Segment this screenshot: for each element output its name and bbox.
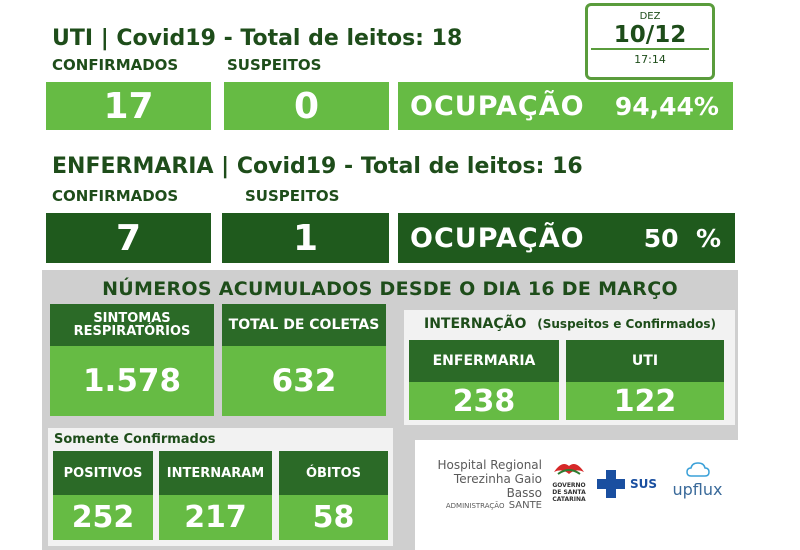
internaram-value: 217 (159, 495, 272, 540)
enfermaria-title: ENFERMARIA | Covid19 - Total de leitos: … (52, 154, 583, 179)
upflux-logo: upflux (665, 462, 730, 498)
uti-ocupacao-label: OCUPAÇÃO (410, 90, 585, 122)
internacao-sub: (Suspeitos e Confirmados) (537, 317, 717, 331)
internacao-label: INTERNAÇÃO (Suspeitos e Confirmados) (424, 316, 716, 332)
internacao-title: INTERNAÇÃO (424, 316, 527, 332)
date-divider (591, 48, 709, 50)
uti-suspeitos-value: 0 (224, 82, 389, 130)
uti-confirmados-value: 17 (46, 82, 211, 130)
obitos-header: ÓBITOS (279, 451, 388, 495)
hospital-admin-brand: SANTE (508, 500, 542, 511)
uti-ocupacao-value: 94,44% (614, 91, 719, 121)
int-enfermaria-header: ENFERMARIA (409, 340, 559, 382)
enfermaria-ocupacao-label: OCUPAÇÃO (410, 222, 585, 254)
uti-suspeitos-label: SUSPEITOS (227, 56, 322, 74)
uti-confirmados-label: CONFIRMADOS (52, 56, 179, 74)
positivos-value: 252 (53, 495, 153, 540)
date-time: 17:14 (634, 53, 666, 66)
hospital-admin: ADMINISTRAÇÃO SANTE (420, 500, 542, 512)
uti-title: UTI | Covid19 - Total de leitos: 18 (52, 26, 463, 51)
hospital-logo: Hospital Regional Terezinha Gaio Basso A… (420, 458, 542, 512)
gov-line1: GOVERNO (552, 482, 586, 489)
governo-sc-emblem-icon (554, 464, 584, 475)
upflux-text: upflux (672, 480, 723, 499)
sintomas-value: 1.578 (50, 346, 214, 416)
gov-line3: CATARINA (552, 496, 586, 503)
obitos-value: 58 (279, 495, 388, 540)
upflux-cloud-icon (685, 462, 710, 477)
date-month: DEZ (639, 11, 661, 22)
governo-sc-logo: GOVERNO DE SANTA CATARINA (548, 458, 590, 503)
acumulados-title: NÚMEROS ACUMULADOS DESDE O DIA 16 DE MAR… (102, 278, 678, 300)
enfermaria-confirmados-label: CONFIRMADOS (52, 187, 179, 205)
sintomas-label-2: RESPIRATÓRIOS (73, 324, 191, 339)
date-day: 10/12 (613, 22, 687, 48)
enfermaria-suspeitos-label: SUSPEITOS (245, 187, 340, 205)
somente-label: Somente Confirmados (54, 432, 216, 447)
date-box: DEZ 10/12 17:14 (585, 3, 715, 80)
hospital-line2: Terezinha Gaio Basso (453, 472, 542, 500)
enfermaria-ocupacao-box: OCUPAÇÃO 50 % (398, 213, 735, 263)
sintomas-header: SINTOMAS RESPIRATÓRIOS (50, 304, 214, 346)
sus-text: SUS (630, 477, 658, 491)
sus-cross-icon (597, 470, 625, 498)
enfermaria-confirmados-value: 7 (46, 213, 211, 263)
hospital-admin-label: ADMINISTRAÇÃO (445, 502, 505, 510)
hospital-line1: Hospital Regional (437, 458, 542, 472)
enfermaria-suspeitos-value: 1 (222, 213, 389, 263)
coletas-value: 632 (222, 346, 386, 416)
uti-ocupacao-box: OCUPAÇÃO 94,44% (398, 82, 733, 130)
coletas-header: TOTAL DE COLETAS (222, 304, 386, 346)
gov-line2: DE SANTA (552, 489, 586, 496)
logos-panel: Hospital Regional Terezinha Gaio Basso A… (415, 440, 738, 550)
int-enfermaria-value: 238 (409, 382, 559, 420)
enfermaria-ocupacao-value: 50 % (643, 223, 721, 253)
int-uti-header: UTI (566, 340, 724, 382)
sus-logo: SUS (595, 468, 657, 500)
positivos-header: POSITIVOS (53, 451, 153, 495)
int-uti-value: 122 (566, 382, 724, 420)
internaram-header: INTERNARAM (159, 451, 272, 495)
sintomas-label-1: SINTOMAS (93, 311, 171, 326)
